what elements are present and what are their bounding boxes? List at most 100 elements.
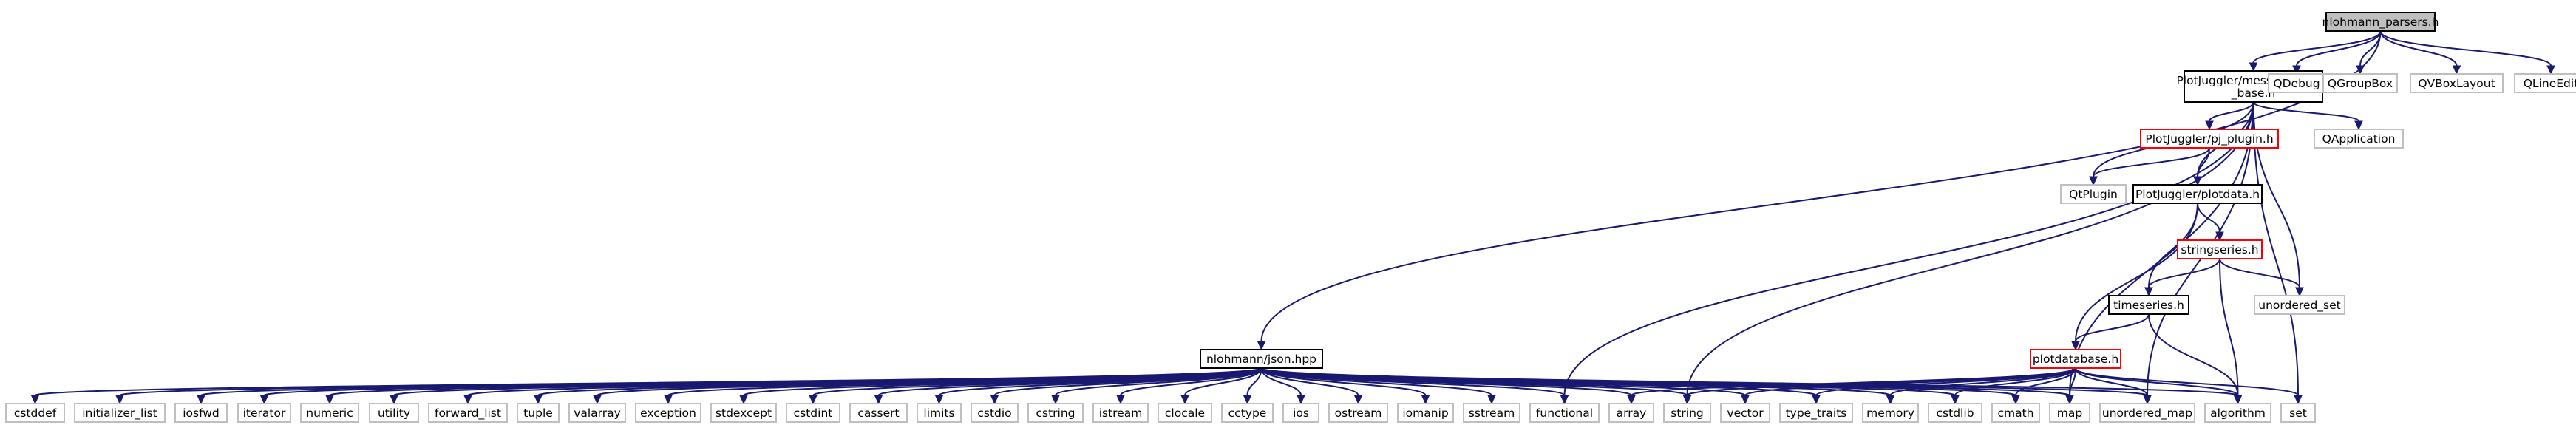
edge-root-to-qdebug [2292, 30, 2382, 75]
node-cstddef[interactable]: cstddef [5, 403, 65, 423]
edge-line [1246, 367, 1262, 396]
node-cstring[interactable]: cstring [1027, 403, 1084, 423]
node-qtplugin[interactable]: QtPlugin [2060, 184, 2127, 204]
node-box [74, 403, 166, 423]
node-tuple[interactable]: tuple [517, 403, 560, 423]
node-label: QtPlugin [2069, 188, 2118, 201]
node-box [2132, 184, 2263, 204]
edge-arrowhead [1951, 395, 1960, 405]
node-iosfwd[interactable]: iosfwd [174, 403, 228, 423]
node-label: PlotJuggler/pj_plugin.h [2145, 132, 2273, 146]
node-cassert[interactable]: cassert [849, 403, 908, 423]
edges-layer [30, 30, 2555, 405]
node-timeseries[interactable]: timeseries.h [2108, 295, 2189, 315]
node-plotdata[interactable]: PlotJuggler/plotdata.h [2132, 184, 2263, 204]
node-json[interactable]: nlohmann/json.hpp [1200, 349, 1323, 369]
node-string[interactable]: string [1663, 403, 1711, 423]
node-qapplication[interactable]: QApplication [2314, 129, 2404, 149]
node-set[interactable]: set [2280, 403, 2316, 423]
node-type-traits[interactable]: type_traits [1779, 403, 1853, 423]
node-label: memory [1866, 407, 1914, 420]
node-label: timeseries.h [2113, 299, 2184, 312]
edge-arrowhead [2205, 120, 2214, 131]
edge-arrowhead [1682, 395, 1692, 405]
node-cmath[interactable]: cmath [1991, 403, 2040, 423]
edge-line [2147, 101, 2254, 396]
node-label: valarray [574, 407, 621, 420]
node-algorithm[interactable]: algorithm [2204, 403, 2271, 423]
node-cctype[interactable]: cctype [1221, 403, 1274, 423]
edge-line [1184, 367, 1262, 396]
edge-arrowhead [2233, 395, 2243, 405]
node-unordered-map[interactable]: unordered_map [2099, 403, 2195, 423]
node-qvboxlayout[interactable]: QVBoxLayout [2410, 73, 2504, 93]
node-initializer-list[interactable]: initializer_list [74, 403, 166, 423]
node-numeric[interactable]: numeric [300, 403, 359, 423]
node-box [1158, 403, 1212, 423]
edge-line [2148, 258, 2220, 288]
node-box [2325, 12, 2436, 32]
node-label: type_traits [1786, 407, 1847, 421]
node-valarray[interactable]: valarray [568, 403, 626, 423]
node-unordered-set[interactable]: unordered_set [2254, 295, 2345, 315]
node-label: set [2289, 407, 2307, 420]
node-array[interactable]: array [1608, 403, 1654, 423]
node-iterator[interactable]: iterator [237, 403, 291, 423]
node-vector[interactable]: vector [1720, 403, 1770, 423]
node-qlineedit[interactable]: QLineEdit [2514, 73, 2576, 93]
node-ostream[interactable]: ostream [1328, 403, 1388, 423]
edge-arrowhead [1180, 395, 1189, 405]
edge-stringseries-to-algorithm [2219, 258, 2243, 405]
node-pjplugin[interactable]: PlotJuggler/pj_plugin.h [2140, 129, 2279, 149]
node-limits[interactable]: limits [917, 403, 962, 423]
node-stringseries[interactable]: stringseries.h [2177, 239, 2263, 259]
edge-line [2296, 30, 2382, 67]
edge-arrowhead [2144, 287, 2153, 297]
node-box [1328, 403, 1388, 423]
node-box [2410, 73, 2504, 93]
node-label: utility [378, 407, 410, 420]
node-box [917, 403, 962, 423]
node-forward-list[interactable]: forward_list [428, 403, 508, 423]
node-iomanip[interactable]: iomanip [1397, 403, 1454, 423]
node-root[interactable]: nlohmann_parsers.h [2322, 12, 2439, 32]
node-box [1092, 403, 1149, 423]
edge-line [2219, 258, 2300, 288]
node-utility[interactable]: utility [369, 403, 419, 423]
node-box [237, 403, 291, 423]
edge-json-to-iomanip [1260, 367, 1430, 405]
edge-arrowhead [664, 395, 673, 405]
edge-mpb-to-pjplugin [2205, 101, 2254, 131]
node-cstdio[interactable]: cstdio [971, 403, 1019, 423]
node-cstdlib[interactable]: cstdlib [1928, 403, 1982, 423]
edge-mpb-to-qapplication [2252, 101, 2363, 131]
node-label: exception [640, 407, 696, 420]
node-qdebug[interactable]: QDebug [2268, 73, 2325, 93]
edge-arrowhead [2295, 287, 2304, 297]
node-plotdatabase[interactable]: plotdatabase.h [2030, 349, 2121, 369]
edge-arrowhead [2011, 395, 2020, 405]
edge-line [1954, 367, 2076, 396]
node-sstream[interactable]: sstream [1463, 403, 1520, 423]
node-box [2254, 295, 2345, 315]
edge-line [1815, 367, 2076, 396]
edge-arrowhead [1116, 395, 1125, 405]
node-box [1221, 403, 1274, 423]
node-cstdint[interactable]: cstdint [786, 403, 840, 423]
node-box [1200, 349, 1323, 369]
edge-arrowhead [1886, 395, 1895, 405]
node-ios[interactable]: ios [1282, 403, 1319, 423]
node-stdexcept[interactable]: stdexcept [710, 403, 777, 423]
node-exception[interactable]: exception [635, 403, 701, 423]
node-memory[interactable]: memory [1862, 403, 1919, 423]
node-functional[interactable]: functional [1529, 403, 1600, 423]
node-istream[interactable]: istream [1092, 403, 1149, 423]
edge-arrowhead [463, 395, 472, 405]
node-map[interactable]: map [2049, 403, 2090, 423]
node-box [786, 403, 840, 423]
node-clocale[interactable]: clocale [1158, 403, 1212, 423]
node-label: numeric [306, 407, 353, 420]
node-qgroupbox[interactable]: QGroupBox [2322, 73, 2398, 93]
edge-arrowhead [1487, 395, 1496, 405]
